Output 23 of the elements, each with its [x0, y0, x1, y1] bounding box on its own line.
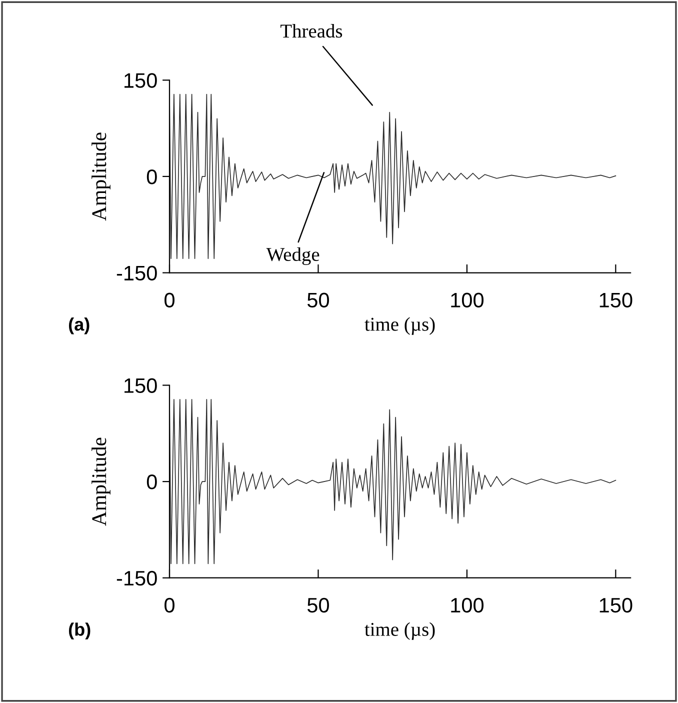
x-tick-label: 150 [600, 598, 632, 613]
y-tick-label: 150 [124, 73, 157, 88]
y-tick-label: -150 [116, 266, 157, 281]
y-axis-title: Amplitude [92, 132, 110, 221]
annotation: Wedge [266, 247, 320, 266]
line-series [170, 398, 616, 564]
x-tick-label: 100 [451, 598, 484, 613]
text: (a) [68, 317, 90, 334]
x-tick-label: 150 [600, 292, 632, 308]
x-axis-title: time (µs) [364, 317, 435, 335]
x-tick-label: 0 [164, 292, 174, 308]
y-tick-label: 150 [124, 378, 157, 393]
y-tick-label: -150 [116, 570, 157, 586]
y-tick-label: 0 [146, 169, 157, 184]
y-tick-label: 0 [146, 474, 157, 490]
x-tick-label: 50 [307, 292, 329, 308]
x-tick-label: 100 [451, 292, 484, 308]
text: (b) [68, 622, 90, 640]
text: Threads [280, 24, 342, 38]
x-tick-label: 0 [164, 598, 174, 613]
x-axis-title: time (µs) [364, 622, 435, 640]
x-tick-label: 50 [307, 598, 329, 613]
y-axis-title: Amplitude [92, 438, 110, 526]
